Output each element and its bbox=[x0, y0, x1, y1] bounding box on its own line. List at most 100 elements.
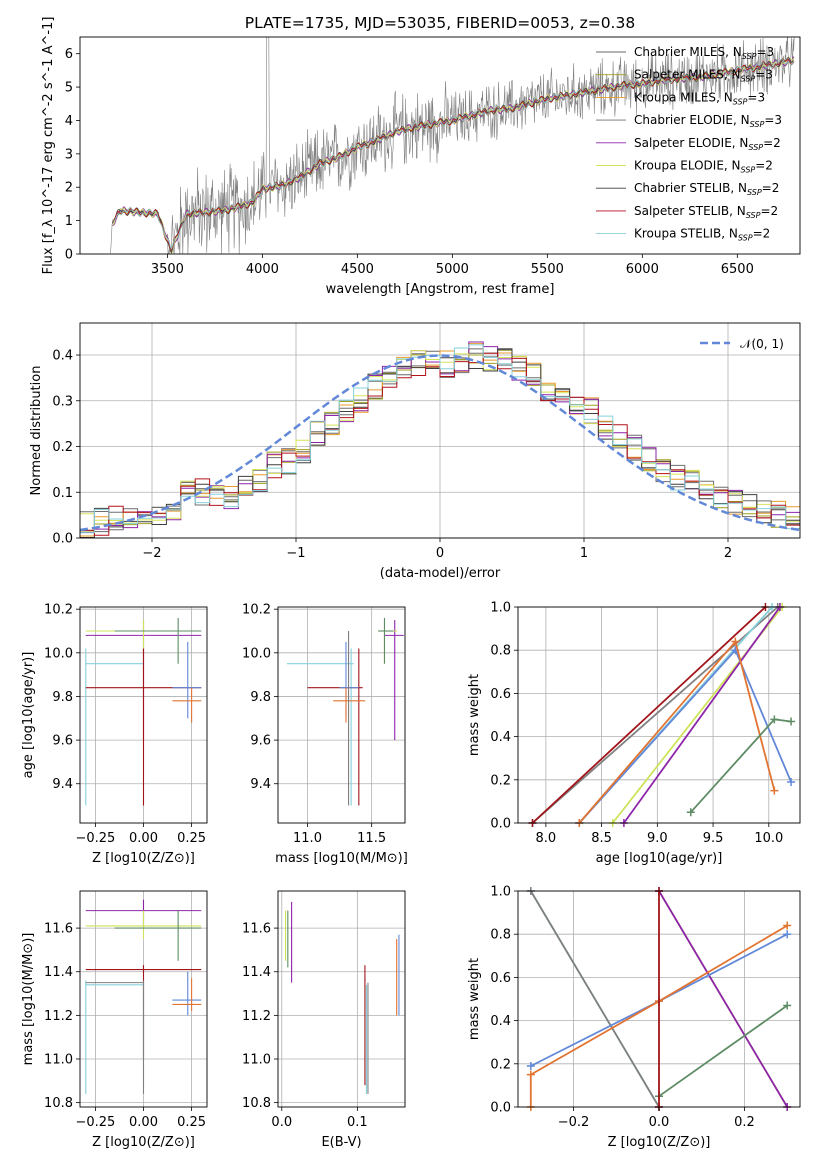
y-tick-label: 1.0 bbox=[490, 885, 511, 900]
x-tick-label: 1 bbox=[580, 546, 588, 561]
y-tick-label: 4 bbox=[65, 114, 73, 129]
x-tick-label: 8.5 bbox=[591, 831, 612, 846]
x-tick-label: 5000 bbox=[436, 262, 469, 277]
x-tick-label: 10.0 bbox=[754, 831, 783, 846]
x-axis-label: (data-model)/error bbox=[380, 566, 501, 581]
x-tick-label: −1 bbox=[286, 546, 305, 561]
grid bbox=[278, 891, 405, 1107]
age-vs-metallicity-panel: −0.25 0.00 0.25 9.4 9.6 9.8 10.0 10.2 Z [log10(Z… bbox=[21, 603, 208, 866]
x-tick-label: 3500 bbox=[151, 262, 184, 277]
marker bbox=[783, 930, 792, 939]
y-tick-label: 11.6 bbox=[44, 922, 73, 937]
axes-frame bbox=[517, 890, 801, 1108]
y-tick-label: 9.8 bbox=[250, 690, 271, 705]
legend-entry: Salpeter MILES, NSSP=3 bbox=[634, 68, 773, 84]
mass-weight-line bbox=[658, 890, 788, 1108]
plot-area bbox=[286, 617, 404, 806]
figure-title: PLATE=1735, MJD=53035, FIBERID=0053, z=0… bbox=[245, 14, 635, 32]
x-tick-label: 11.0 bbox=[293, 831, 322, 846]
y-tick-label: 9.4 bbox=[250, 777, 271, 792]
legend-entry: Chabrier MILES, NSSP=3 bbox=[634, 45, 774, 61]
marker bbox=[526, 1061, 535, 1070]
mass-weight-line bbox=[623, 606, 781, 824]
y-tick-label: 0.2 bbox=[490, 1057, 511, 1072]
axes-frame bbox=[277, 606, 406, 824]
legend: 𝒩(0, 1) bbox=[700, 337, 784, 351]
y-tick-label: 10.2 bbox=[44, 603, 73, 618]
model-line bbox=[112, 58, 795, 250]
axes-frame bbox=[79, 36, 801, 255]
marker bbox=[526, 1070, 535, 1079]
y-tick-label: 0.0 bbox=[52, 532, 73, 547]
x-tick-label: 0.2 bbox=[734, 1115, 755, 1130]
legend-entry: Chabrier STELIB, NSSP=2 bbox=[634, 181, 779, 197]
x-tick-label: 9.0 bbox=[647, 831, 668, 846]
y-tick-label: 5 bbox=[65, 81, 73, 96]
x-tick-label: 0.25 bbox=[177, 831, 206, 846]
y-tick-label: 0 bbox=[65, 248, 73, 263]
x-tick-label: 0.0 bbox=[271, 1115, 292, 1130]
x-tick-label: −2 bbox=[142, 546, 161, 561]
ticks: 0.0 0.1 10.8 11.0 11.2 11.4 11.6 bbox=[242, 922, 368, 1130]
marker bbox=[731, 637, 740, 646]
y-axis-label: mass [log10(M/M⊙)] bbox=[21, 933, 36, 1066]
y-tick-label: 0.4 bbox=[490, 1014, 511, 1029]
y-tick-label: 0.2 bbox=[490, 773, 511, 788]
y-tick-label: 11.6 bbox=[242, 922, 271, 937]
y-tick-label: 11.4 bbox=[242, 965, 271, 980]
x-tick-label: 6500 bbox=[721, 262, 754, 277]
x-tick-label: 0.00 bbox=[129, 1115, 158, 1130]
y-tick-label: 10.0 bbox=[242, 646, 271, 661]
x-tick-label: 11.5 bbox=[357, 831, 386, 846]
plot-area bbox=[85, 899, 202, 1094]
y-tick-label: 1.0 bbox=[490, 601, 511, 616]
mass-weight-line bbox=[531, 606, 767, 824]
y-tick-label: 10.2 bbox=[242, 603, 271, 618]
x-axis-label: E(B-V) bbox=[321, 1135, 361, 1150]
x-tick-label: 2 bbox=[724, 546, 732, 561]
y-tick-label: 11.4 bbox=[44, 965, 73, 980]
x-tick-label: 0 bbox=[436, 546, 444, 561]
age-vs-mass-panel: 11.0 11.5 9.4 9.6 9.8 10.0 10.2 mass [log10(M/M… bbox=[242, 603, 408, 866]
y-tick-label: 0.4 bbox=[490, 730, 511, 745]
mass-weight-vs-metallicity-panel: −0.2 0.0 0.2 0.0 0.2 0.4 0.6 0.8 1.0 Z [log10(Z/Z… bbox=[467, 885, 801, 1150]
marker bbox=[770, 715, 779, 724]
y-axis-label: mass weight bbox=[467, 674, 482, 756]
x-tick-label: 5500 bbox=[531, 262, 564, 277]
x-tick-label: 0.0 bbox=[649, 1115, 670, 1130]
y-tick-label: 11.0 bbox=[44, 1053, 73, 1068]
x-axis-label: Z [log10(Z/Z⊙)] bbox=[92, 1135, 195, 1150]
legend-entry: Salpeter ELODIE, NSSP=2 bbox=[634, 136, 781, 152]
x-axis-label: Z [log10(Z/Z⊙)] bbox=[608, 1135, 711, 1150]
y-tick-label: 0.8 bbox=[490, 644, 511, 659]
plot-area bbox=[85, 617, 202, 806]
y-tick-label: 0.3 bbox=[52, 394, 73, 409]
y-tick-label: 0.0 bbox=[490, 817, 511, 832]
y-tick-label: 0.2 bbox=[52, 440, 73, 455]
y-tick-label: 9.6 bbox=[52, 734, 73, 749]
y-tick-label: 9.4 bbox=[52, 777, 73, 792]
ticks: −0.25 0.00 0.25 10.8 11.0 11.2 11.4 11.6 bbox=[44, 922, 206, 1130]
mass-weight-line bbox=[690, 718, 792, 813]
ticks: 8.0 8.5 9.0 9.5 10.0 0.0 0.2 0.4 0.6 0.8 1.0 bbox=[490, 601, 783, 847]
axes-frame bbox=[79, 606, 208, 824]
x-tick-label: 0.25 bbox=[177, 1115, 206, 1130]
plot-area bbox=[285, 901, 400, 1094]
y-tick-label: 11.2 bbox=[44, 1009, 73, 1024]
y-tick-label: 0.8 bbox=[490, 928, 511, 943]
ticks: 11.0 11.5 9.4 9.6 9.8 10.0 10.2 bbox=[242, 603, 386, 846]
spectrum-panel: 3500 4000 4500 5000 5500 6000 6500 0 1 2 3 4 5 6 wavel… bbox=[41, 17, 801, 297]
mass-weight-line bbox=[530, 890, 660, 1108]
mass-weight-line bbox=[531, 606, 779, 824]
x-axis-label: Z [log10(Z/Z⊙)] bbox=[92, 851, 195, 866]
x-tick-label: 0.00 bbox=[129, 831, 158, 846]
y-tick-label: 0.6 bbox=[490, 971, 511, 986]
x-tick-label: 9.5 bbox=[703, 831, 724, 846]
mass-vs-ebv-panel: 0.0 0.1 10.8 11.0 11.2 11.4 11.6 E(B-V) bbox=[242, 890, 406, 1150]
axes-frame bbox=[277, 890, 406, 1108]
legend-entry: Chabrier ELODIE, NSSP=3 bbox=[634, 113, 782, 129]
marker bbox=[686, 808, 695, 817]
x-tick-label: 6000 bbox=[626, 262, 659, 277]
ticks: −0.25 0.00 0.25 9.4 9.6 9.8 10.0 10.2 bbox=[44, 603, 206, 846]
